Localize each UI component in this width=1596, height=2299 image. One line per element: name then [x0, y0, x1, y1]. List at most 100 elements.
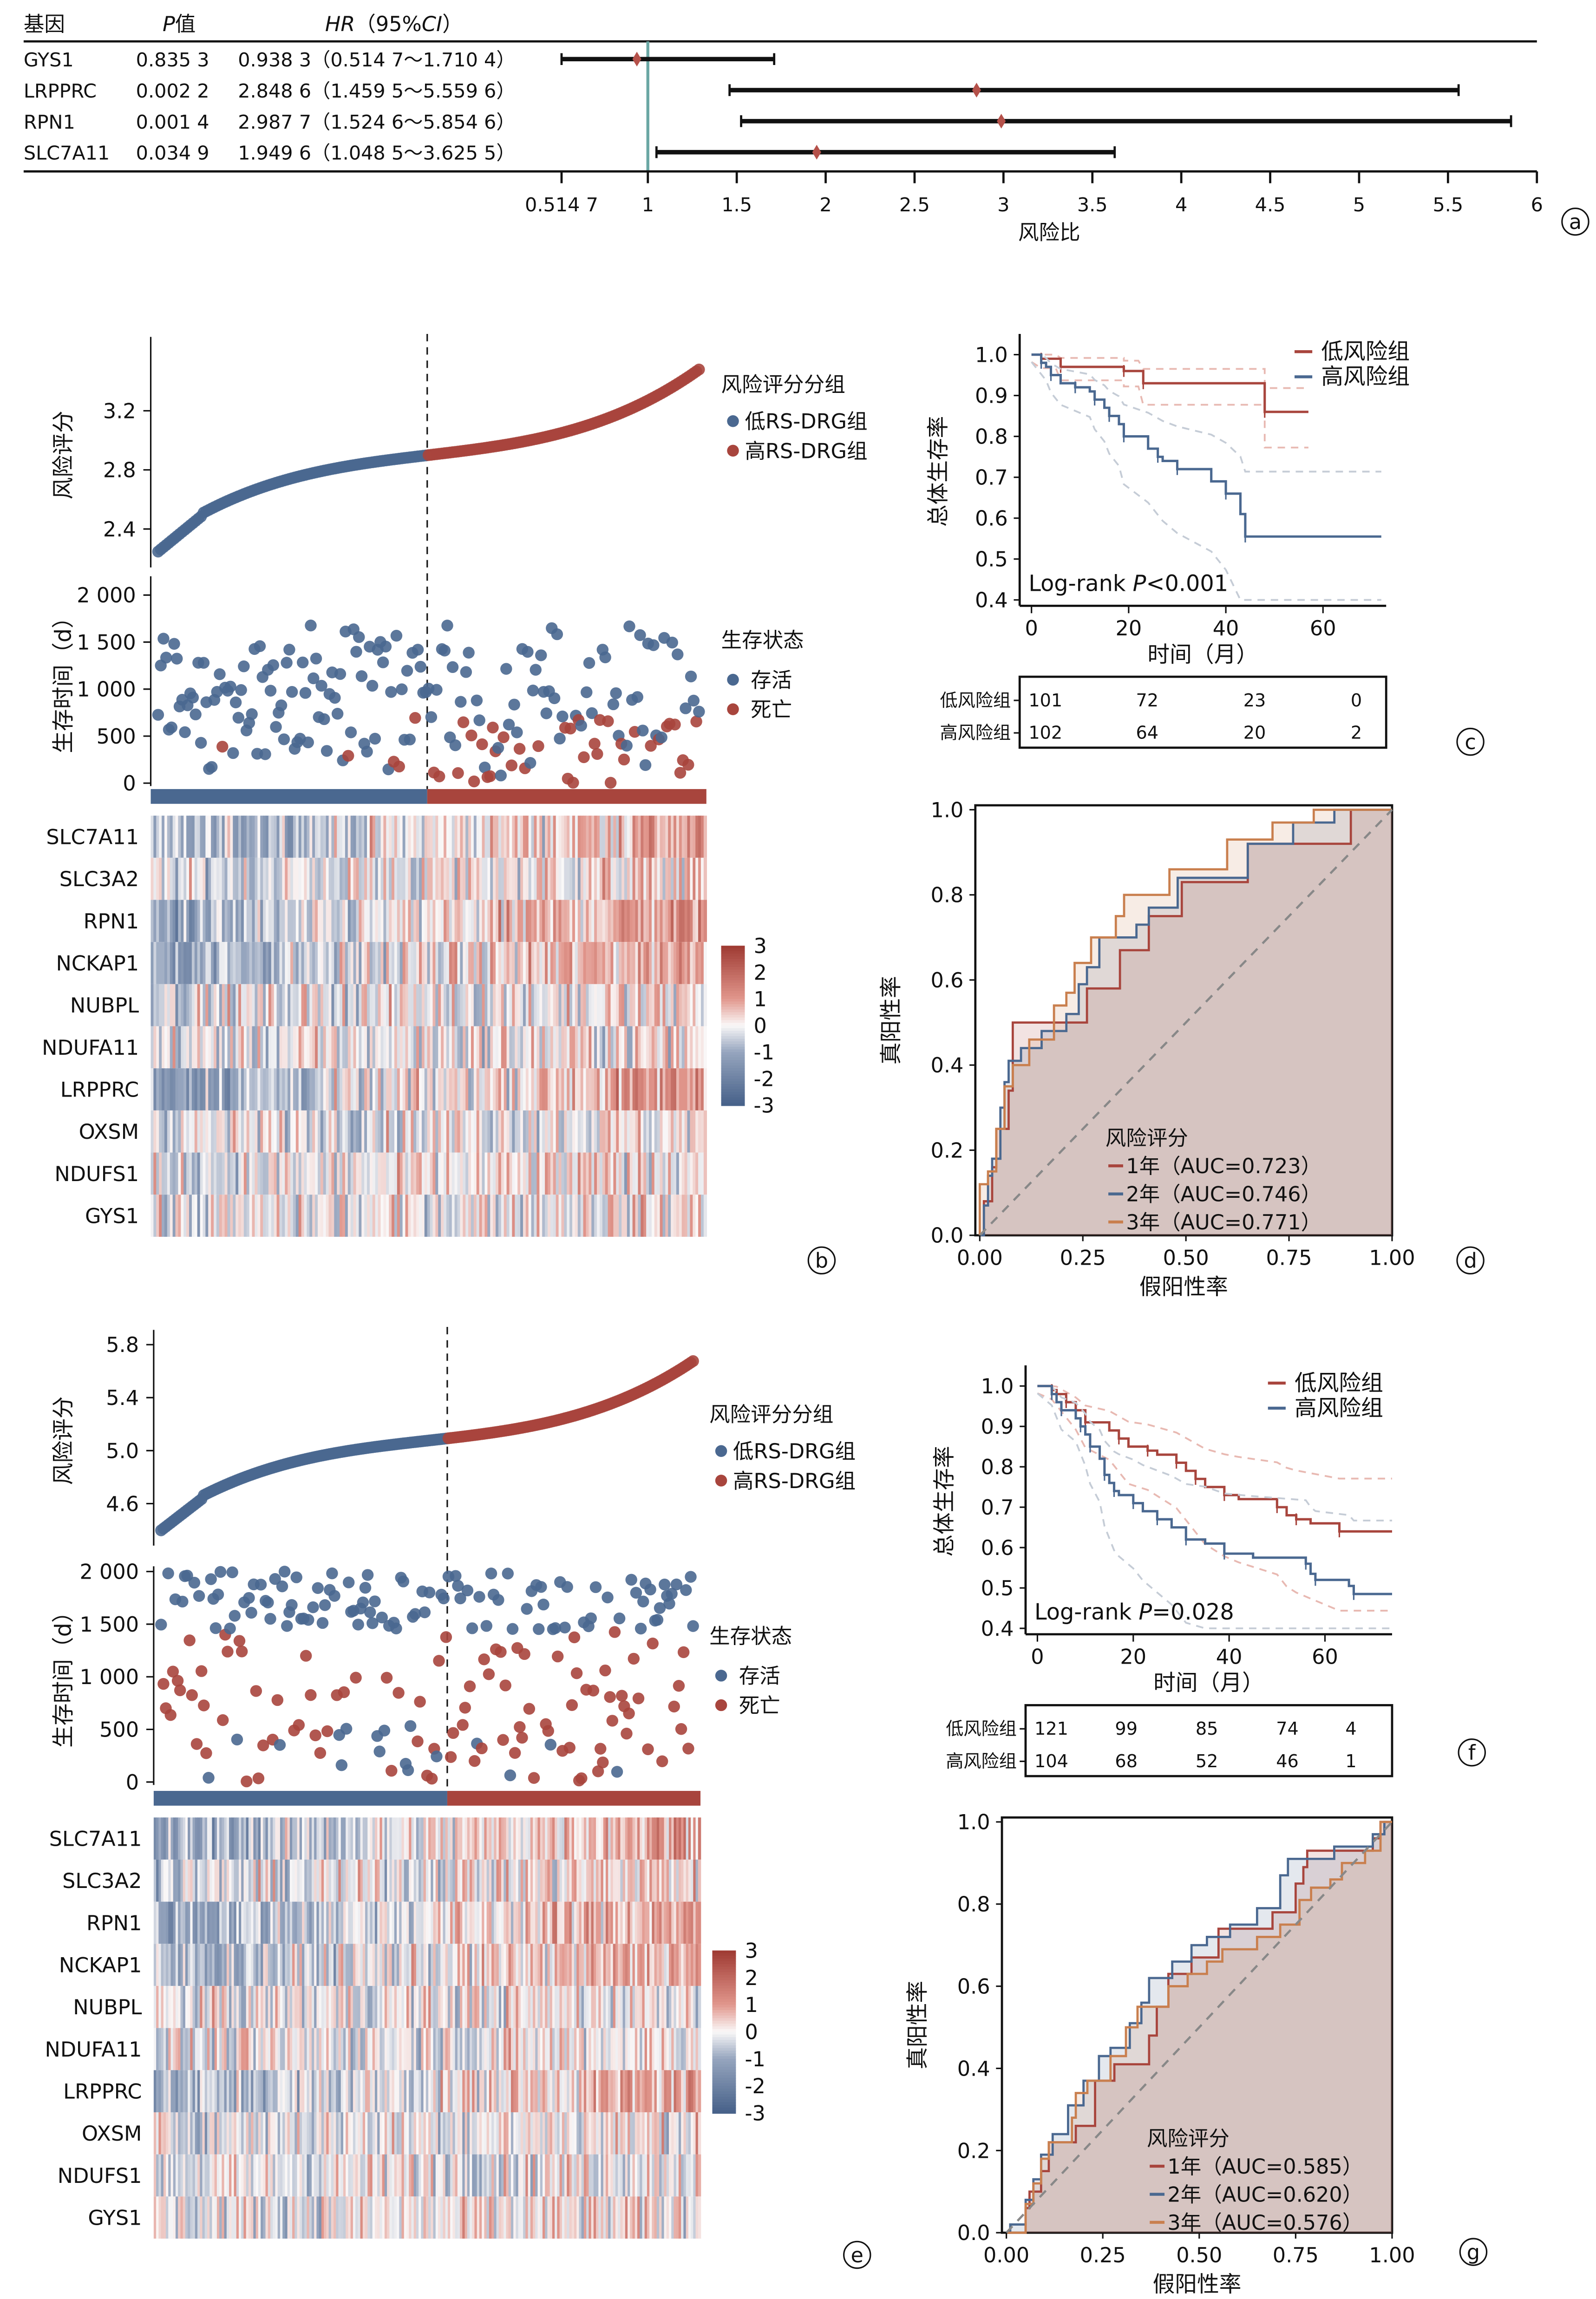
survival-point — [353, 631, 365, 643]
survival-point — [214, 668, 225, 680]
heatmap-gene-label: RPN1 — [86, 1911, 142, 1935]
survival-point — [393, 761, 405, 772]
survival-point — [616, 1690, 628, 1701]
survival-point — [293, 1719, 305, 1731]
survival-point — [680, 1584, 692, 1596]
survival-point — [265, 685, 276, 696]
x-tick-label: 6 — [1531, 194, 1543, 216]
survival-point — [438, 645, 450, 656]
survival-point — [157, 1678, 169, 1690]
survival-point — [481, 1620, 492, 1632]
survival-point — [319, 1599, 331, 1611]
survival-point — [369, 733, 381, 745]
survival-point — [447, 661, 458, 673]
survival-point — [585, 1613, 597, 1624]
survival-point — [310, 653, 322, 664]
survival-point — [589, 738, 600, 749]
survival-point — [464, 1680, 476, 1692]
survival-point — [492, 1594, 504, 1606]
survival-point — [597, 1757, 608, 1768]
survival-point — [177, 1596, 188, 1607]
row-gene: LRPPRC — [24, 80, 97, 102]
survival-point — [542, 1725, 554, 1737]
survival-point — [462, 1585, 473, 1596]
survival-point — [321, 745, 333, 757]
survival-point — [373, 1745, 385, 1757]
legend-group-title: 风险评分分组 — [709, 1403, 833, 1427]
survival-point — [518, 1648, 530, 1660]
survival-point — [259, 748, 271, 760]
survival-point — [668, 1701, 680, 1712]
colorbar-tick-label: 2 — [754, 960, 767, 985]
survival-point — [552, 1651, 563, 1662]
row-hr-text: 1.949 6（1.048 5～3.625 5） — [238, 142, 515, 164]
survival-point — [340, 1723, 352, 1734]
survival-point — [405, 1720, 416, 1732]
y-tick-label: 1.0 — [931, 798, 964, 822]
risk-point — [693, 364, 705, 375]
panel-label: c — [1465, 730, 1476, 754]
survival-point — [329, 692, 340, 704]
survival-point — [216, 741, 228, 752]
survival-point — [575, 720, 587, 732]
survival-point — [621, 1728, 632, 1739]
survival-point — [614, 1613, 625, 1624]
survival-point — [426, 1773, 438, 1784]
survival-point — [533, 1623, 544, 1635]
survival-point — [338, 1686, 350, 1698]
risk-table-value: 0 — [1351, 691, 1362, 711]
legend-label: 2年（AUC=0.746） — [1126, 1182, 1321, 1207]
survival-point — [215, 1566, 226, 1578]
header-hr-rest: （95% — [355, 12, 422, 36]
survival-point — [189, 1577, 200, 1588]
survival-point — [360, 1582, 371, 1594]
legend-status-title: 生存状态 — [721, 628, 804, 652]
survival-point — [392, 1687, 404, 1698]
heatmap-gene-label: RPN1 — [84, 909, 139, 934]
legend-group-marker — [727, 445, 739, 457]
heatmap-gene-label: OXSM — [82, 2122, 142, 2146]
survival-point — [549, 692, 560, 704]
header-gene: 基因 — [24, 12, 65, 36]
heatmap-gene-label: SLC7A11 — [49, 1827, 142, 1851]
survival-point — [521, 1603, 532, 1614]
survival-point — [409, 712, 421, 724]
heatmap-cell — [698, 1817, 701, 1860]
survival-point — [361, 746, 373, 758]
panel-label: a — [1569, 210, 1582, 234]
survival-point — [669, 718, 680, 730]
survival-point — [523, 1703, 535, 1715]
row-gene: RPN1 — [24, 111, 75, 133]
y-tick-label: 0.0 — [931, 1224, 964, 1248]
row-p-value: 0.001 4 — [136, 111, 209, 133]
survival-point — [206, 761, 217, 773]
survival-y-tick-label: 2 000 — [77, 583, 136, 607]
annotation-text: Log-rank — [1028, 571, 1132, 597]
survival-point — [272, 1694, 283, 1706]
legend-status-marker — [715, 1699, 727, 1711]
survival-point — [291, 1571, 302, 1583]
y-tick-label: 0.2 — [931, 1138, 964, 1163]
survival-point — [608, 699, 619, 710]
survival-point — [460, 666, 472, 678]
survival-point — [476, 738, 488, 750]
survival-point — [305, 620, 316, 631]
survival-point — [234, 1635, 245, 1646]
panel-label: d — [1464, 1249, 1477, 1273]
survival-point — [166, 722, 177, 733]
survival-point — [678, 1646, 689, 1658]
legend-label: 1年（AUC=0.723） — [1126, 1154, 1321, 1178]
survival-point — [385, 686, 397, 698]
group-bar-high — [427, 789, 706, 804]
y-tick-label: 0.7 — [975, 466, 1008, 490]
survival-point — [693, 705, 705, 717]
survival-point — [599, 1665, 611, 1676]
survival-point — [507, 1623, 518, 1634]
risk-y-label: 风险评分 — [51, 411, 77, 499]
survival-point — [212, 1588, 224, 1600]
survival-point — [300, 687, 311, 699]
survival-point — [569, 1632, 580, 1643]
survival-point — [419, 1607, 431, 1618]
survival-point — [628, 1653, 640, 1665]
